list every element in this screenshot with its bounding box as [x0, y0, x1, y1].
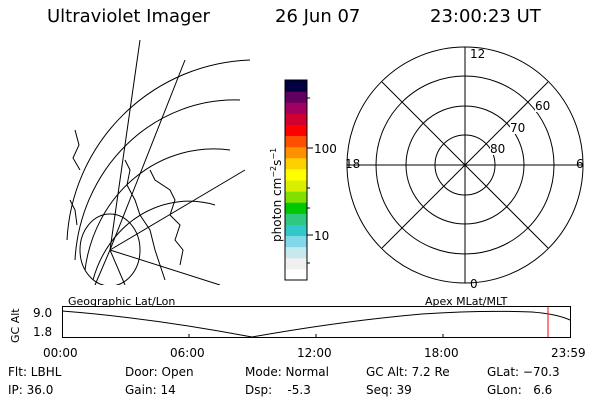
- status-gc-alt: GC Alt: 7.2 Re: [366, 365, 450, 379]
- polar-plot: [346, 46, 584, 284]
- colorbar-cell: [285, 135, 307, 148]
- colorbar-cell: [285, 213, 307, 225]
- timeline-tick-1800: 18:00: [424, 346, 459, 360]
- coastline: [124, 159, 166, 281]
- colorbar-cell: [285, 102, 307, 114]
- timeline-tick-2359: 23:59: [551, 346, 586, 360]
- pole-ellipse: [79, 213, 141, 285]
- colorbar-cell: [285, 202, 307, 214]
- colorbar: [284, 79, 313, 281]
- altitude-curve: [62, 310, 571, 338]
- mlt-label-18: 18: [345, 157, 361, 171]
- colorbar-tick-10: 10: [314, 229, 330, 243]
- apex-label: Apex MLat/MLT: [425, 295, 508, 308]
- lat-arc: [84, 148, 231, 271]
- map-panel-label: Geographic Lat/Lon: [68, 295, 176, 308]
- timeline-tick-0000: 00:00: [43, 346, 78, 360]
- colorbar-cell: [285, 168, 307, 181]
- coastline: [149, 169, 184, 266]
- status-ip: IP: 36.0: [8, 383, 54, 397]
- colorbar-cell: [285, 124, 307, 137]
- colorbar-cell: [285, 91, 307, 103]
- colorbar-cell: [285, 113, 307, 125]
- colorbar-cell: [285, 180, 307, 192]
- status-door: Door: Open: [125, 365, 194, 379]
- mlt-label-6: 6: [576, 157, 584, 171]
- timeline-tick-0600: 06:00: [170, 346, 205, 360]
- date-label: 26 Jun 07: [275, 6, 361, 27]
- colorbar-label: photon cm−2s−1: [269, 147, 284, 242]
- lat-label-80: 80: [490, 142, 506, 156]
- coastline: [69, 199, 78, 226]
- timeline-plot: [62, 306, 571, 338]
- lat-label-70: 70: [510, 121, 526, 135]
- colorbar-cell: [285, 146, 307, 159]
- colorbar-cell: [285, 257, 307, 270]
- mlt-label-0: 0: [470, 277, 478, 291]
- status-glat: GLat: −70.3: [487, 365, 560, 379]
- colorbar-cell: [285, 224, 307, 237]
- colorbar-cell: [285, 80, 307, 92]
- mlt-label-12: 12: [470, 47, 486, 61]
- status-seq: Seq: 39: [366, 383, 412, 397]
- instrument-title: Ultraviolet Imager: [47, 6, 210, 27]
- colorbar-tick-100: 100: [314, 142, 337, 156]
- timeline-y-top: 9.0: [33, 306, 53, 320]
- lat-arc: [74, 99, 241, 261]
- status-mode: Mode: Normal: [245, 365, 329, 379]
- colorbar-cell: [285, 235, 307, 248]
- timeline-y-bottom: 1.8: [33, 325, 53, 339]
- timeline-ylabel: GC Alt: [9, 308, 22, 343]
- timeline-tick-1200: 12:00: [297, 346, 332, 360]
- geographic-map: [66, 40, 251, 285]
- lat-arc: [66, 59, 251, 241]
- colorbar-cell: [285, 191, 307, 203]
- status-flt: Flt: LBHL: [8, 365, 62, 379]
- status-dsp: Dsp: -5.3: [245, 383, 311, 397]
- coastline: [72, 129, 81, 171]
- status-gain: Gain: 14: [125, 383, 176, 397]
- colorbar-cell: [285, 246, 307, 259]
- time-label: 23:00:23 UT: [430, 6, 541, 27]
- lat-label-60: 60: [535, 99, 551, 113]
- status-glon: GLon: 6.6: [487, 383, 553, 397]
- colorbar-cell: [285, 268, 307, 281]
- colorbar-cell: [285, 157, 307, 170]
